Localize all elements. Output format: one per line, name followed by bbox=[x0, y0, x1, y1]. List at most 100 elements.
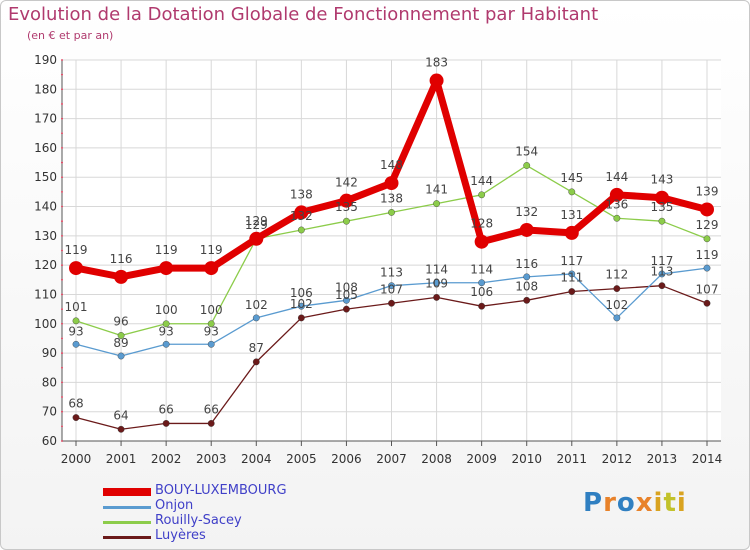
y-minor-tick bbox=[61, 264, 63, 267]
y-minor-tick bbox=[61, 161, 63, 164]
y-minor-tick bbox=[61, 88, 63, 91]
data-label: 107 bbox=[380, 282, 403, 296]
data-point bbox=[433, 293, 440, 301]
x-tick-label: 2004 bbox=[241, 452, 272, 466]
data-point bbox=[658, 217, 666, 225]
data-label: 112 bbox=[605, 268, 628, 282]
data-point bbox=[658, 282, 666, 290]
data-label: 93 bbox=[204, 324, 219, 338]
x-tick-label: 2014 bbox=[692, 452, 723, 466]
legend-item-rouilly-sacey: Rouilly-Sacey bbox=[103, 513, 363, 530]
y-tick-label: 100 bbox=[34, 317, 57, 331]
data-point bbox=[294, 205, 309, 220]
data-label: 132 bbox=[290, 209, 313, 223]
y-tick-label: 130 bbox=[34, 229, 57, 243]
y-minor-tick bbox=[61, 337, 63, 340]
legend-item-luyeres: Luyères bbox=[103, 528, 363, 545]
data-label: 129 bbox=[245, 218, 268, 232]
data-label: 113 bbox=[650, 265, 673, 279]
data-label: 109 bbox=[425, 276, 448, 290]
data-label: 119 bbox=[696, 248, 719, 262]
data-point bbox=[568, 188, 576, 196]
data-label: 139 bbox=[696, 184, 719, 198]
logo-letter: r bbox=[603, 488, 617, 518]
y-tick-label: 150 bbox=[34, 170, 57, 184]
legend-label: Rouilly-Sacey bbox=[155, 513, 242, 528]
y-tick-label: 110 bbox=[34, 287, 57, 301]
data-point bbox=[252, 358, 260, 366]
data-point bbox=[388, 299, 395, 307]
data-label: 143 bbox=[650, 173, 673, 187]
data-point bbox=[72, 414, 80, 421]
data-point bbox=[568, 270, 576, 278]
data-label: 108 bbox=[515, 279, 538, 293]
y-minor-tick bbox=[61, 425, 63, 428]
data-point bbox=[297, 226, 305, 234]
data-point bbox=[117, 332, 125, 339]
x-tick-label: 2003 bbox=[196, 452, 227, 466]
y-tick-label: 160 bbox=[34, 141, 57, 155]
data-point bbox=[658, 270, 666, 278]
data-label: 154 bbox=[515, 145, 538, 159]
data-point bbox=[388, 282, 395, 290]
data-point bbox=[162, 340, 170, 348]
data-label: 116 bbox=[110, 252, 133, 266]
y-tick-label: 60 bbox=[42, 434, 57, 448]
data-point bbox=[478, 191, 486, 199]
data-label: 113 bbox=[380, 266, 403, 280]
data-point bbox=[114, 269, 129, 284]
x-tick-label: 2005 bbox=[286, 452, 317, 466]
y-tick-label: 70 bbox=[42, 405, 57, 419]
data-label: 102 bbox=[245, 298, 268, 312]
data-label: 96 bbox=[113, 314, 128, 328]
data-point bbox=[433, 200, 440, 208]
data-label: 138 bbox=[290, 187, 313, 201]
legend-swatch bbox=[103, 521, 151, 524]
y-minor-tick bbox=[61, 117, 63, 120]
y-minor-tick bbox=[61, 322, 63, 325]
data-label: 142 bbox=[335, 176, 358, 190]
data-point bbox=[478, 302, 486, 310]
y-minor-tick bbox=[61, 220, 63, 223]
y-tick-label: 90 bbox=[42, 346, 57, 360]
data-point bbox=[613, 314, 621, 322]
y-minor-tick bbox=[61, 73, 63, 76]
data-point bbox=[523, 296, 531, 304]
x-tick-label: 2013 bbox=[647, 452, 678, 466]
data-label: 132 bbox=[515, 205, 538, 219]
data-point bbox=[72, 340, 80, 348]
data-label: 114 bbox=[425, 263, 448, 277]
y-minor-tick bbox=[61, 381, 63, 384]
data-point bbox=[429, 73, 444, 88]
chart-subtitle: (en € et par an) bbox=[27, 29, 114, 42]
data-label: 111 bbox=[560, 271, 583, 285]
data-point bbox=[207, 420, 215, 427]
y-minor-tick bbox=[61, 308, 63, 311]
data-label: 89 bbox=[113, 336, 128, 350]
y-minor-tick bbox=[61, 293, 63, 296]
data-label: 105 bbox=[335, 288, 358, 302]
data-point bbox=[117, 425, 125, 433]
data-point bbox=[162, 320, 170, 328]
data-point bbox=[564, 225, 579, 240]
data-label: 116 bbox=[515, 257, 538, 271]
data-label: 117 bbox=[650, 254, 673, 268]
data-point bbox=[613, 214, 621, 222]
data-point bbox=[207, 320, 215, 328]
data-label: 129 bbox=[245, 214, 268, 228]
data-label: 87 bbox=[249, 341, 264, 355]
data-point bbox=[654, 190, 669, 205]
data-label: 144 bbox=[605, 170, 628, 184]
data-point bbox=[523, 162, 531, 169]
data-label: 101 bbox=[65, 300, 88, 314]
data-point bbox=[162, 420, 170, 427]
data-point bbox=[343, 217, 350, 225]
data-label: 145 bbox=[560, 171, 583, 185]
data-label: 64 bbox=[113, 408, 128, 422]
logo-letter: t bbox=[663, 488, 677, 518]
data-point bbox=[523, 273, 531, 281]
legend-item-onjon: Onjon bbox=[103, 498, 363, 515]
logo-letter: o bbox=[616, 488, 636, 518]
data-point bbox=[700, 202, 714, 217]
data-point bbox=[519, 222, 534, 237]
